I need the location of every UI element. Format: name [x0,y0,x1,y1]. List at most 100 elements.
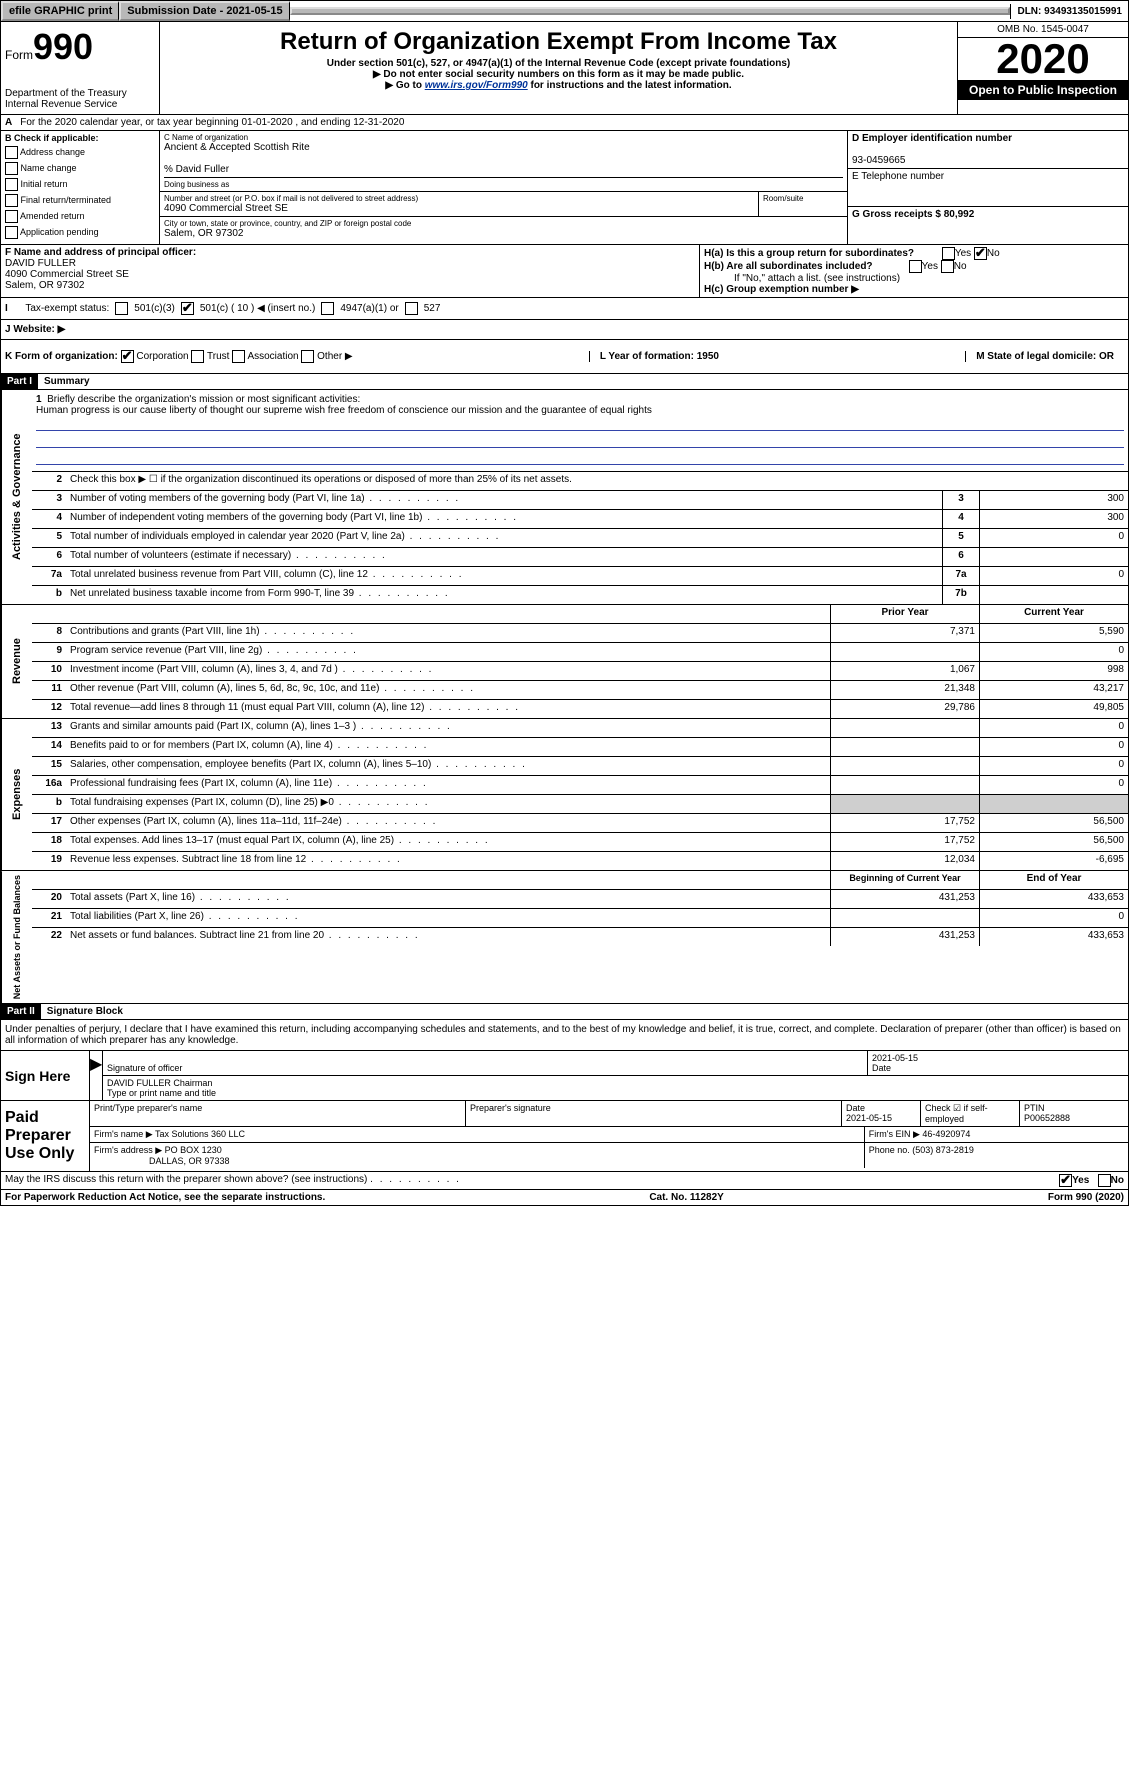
paid-preparer-label: Paid Preparer Use Only [1,1101,90,1171]
box-j: J Website: ▶ [0,320,1129,340]
box-de: D Employer identification number 93-0459… [848,131,1128,244]
box-g: G Gross receipts $ 80,992 [848,207,1128,244]
table-row: 18Total expenses. Add lines 13–17 (must … [32,833,1128,852]
revenue-section: Revenue Prior Year Current Year 8Contrib… [0,605,1129,719]
form-header: Form990 Department of the Treasury Inter… [0,22,1129,115]
part1-badge: Part I [1,374,38,389]
governance-section: Activities & Governance 1 Briefly descri… [0,390,1129,605]
sign-here-block: Sign Here ▶ Signature of officer 2021-05… [0,1051,1129,1101]
table-row: 7aTotal unrelated business revenue from … [32,567,1128,586]
table-row: 14Benefits paid to or for members (Part … [32,738,1128,757]
declaration-text: Under penalties of perjury, I declare th… [0,1020,1129,1051]
box-i: I Tax-exempt status: 501(c)(3) 501(c) ( … [0,298,1129,320]
discuss-yes-checkbox[interactable] [1059,1174,1072,1187]
table-row: 5Total number of individuals employed in… [32,529,1128,548]
governance-side-label: Activities & Governance [1,390,32,604]
top-bar: efile GRAPHIC print Submission Date - 20… [0,0,1129,22]
table-row: 19Revenue less expenses. Subtract line 1… [32,852,1128,870]
4947-checkbox[interactable] [321,302,334,315]
part1-title: Summary [38,374,96,389]
assoc-checkbox[interactable] [232,350,245,363]
efile-button[interactable]: efile GRAPHIC print [1,1,119,21]
table-row: 16aProfessional fundraising fees (Part I… [32,776,1128,795]
table-row: bTotal fundraising expenses (Part IX, co… [32,795,1128,814]
box-c: C Name of organization Ancient & Accepte… [160,131,848,244]
part1-header-row: Part I Summary [0,374,1129,390]
table-row: 9Program service revenue (Part VIII, lin… [32,643,1128,662]
sign-here-label: Sign Here [1,1051,90,1100]
dept-label: Department of the Treasury Internal Reve… [5,88,155,110]
room-label: Room/suite [763,194,843,203]
corp-checkbox[interactable] [121,350,134,363]
table-row: 21Total liabilities (Part X, line 26)0 [32,909,1128,928]
org-name-label: C Name of organization [164,133,843,142]
street-value: 4090 Commercial Street SE [164,203,754,214]
discuss-row: May the IRS discuss this return with the… [0,1172,1129,1190]
prior-year-header: Prior Year [830,605,979,623]
title-cell: Return of Organization Exempt From Incom… [160,22,957,114]
501c3-checkbox[interactable] [115,302,128,315]
table-row: 3Number of voting members of the governi… [32,491,1128,510]
irs-link[interactable]: www.irs.gov/Form990 [425,80,528,91]
revenue-side-label: Revenue [1,605,32,718]
part2-header-row: Part II Signature Block [0,1004,1129,1020]
dln-label: DLN: 93493135015991 [1010,4,1128,19]
discuss-no-checkbox[interactable] [1098,1174,1111,1187]
mission-text: Human progress is our cause liberty of t… [36,405,1124,416]
city-value: Salem, OR 97302 [164,228,843,239]
box-h: H(a) Is this a group return for subordin… [700,245,1128,297]
trust-checkbox[interactable] [191,350,204,363]
other-checkbox[interactable] [301,350,314,363]
501c-checkbox[interactable] [181,302,194,315]
netassets-side-label: Net Assets or Fund Balances [1,871,32,1003]
sign-arrow-icon: ▶ [90,1051,103,1100]
open-public-badge: Open to Public Inspection [958,80,1128,100]
end-year-header: End of Year [979,871,1128,889]
org-name: Ancient & Accepted Scottish Rite [164,142,843,153]
table-row: 8Contributions and grants (Part VIII, li… [32,624,1128,643]
address-change-checkbox[interactable] [5,146,18,159]
part2-title: Signature Block [41,1004,129,1019]
form-id-cell: Form990 Department of the Treasury Inter… [1,22,160,114]
final-return-checkbox[interactable] [5,194,18,207]
form-subtitle: Under section 501(c), 527, or 4947(a)(1)… [164,58,953,69]
table-row: 17Other expenses (Part IX, column (A), l… [32,814,1128,833]
527-checkbox[interactable] [405,302,418,315]
entity-block: B Check if applicable: Address change Na… [0,131,1129,245]
form-note2: ▶ Go to www.irs.gov/Form990 for instruct… [164,80,953,91]
year-cell: OMB No. 1545-0047 2020 Open to Public In… [957,22,1128,114]
begin-year-header: Beginning of Current Year [830,871,979,889]
line-a: AFor the 2020 calendar year, or tax year… [0,115,1129,131]
table-row: 20Total assets (Part X, line 16)431,2534… [32,890,1128,909]
expenses-section: Expenses 13Grants and similar amounts pa… [0,719,1129,871]
table-row: bNet unrelated business taxable income f… [32,586,1128,604]
submission-date-button[interactable]: Submission Date - 2021-05-15 [119,1,289,21]
dba-label: Doing business as [164,177,843,189]
box-m: M State of legal domicile: OR [965,351,1124,362]
application-pending-checkbox[interactable] [5,226,18,239]
box-f: F Name and address of principal officer:… [1,245,700,297]
name-change-checkbox[interactable] [5,162,18,175]
city-label: City or town, state or province, country… [164,219,843,228]
amended-return-checkbox[interactable] [5,210,18,223]
hb-no-checkbox[interactable] [941,260,954,273]
topbar-spacer [290,7,1011,15]
form-number: Form990 [5,26,155,68]
expenses-side-label: Expenses [1,719,32,870]
paid-preparer-block: Paid Preparer Use Only Print/Type prepar… [0,1101,1129,1172]
netassets-section: Net Assets or Fund Balances Beginning of… [0,871,1129,1004]
row-f-h: F Name and address of principal officer:… [0,245,1129,298]
hb-yes-checkbox[interactable] [909,260,922,273]
current-year-header: Current Year [979,605,1128,623]
box-b: B Check if applicable: Address change Na… [1,131,160,244]
table-row: 12Total revenue—add lines 8 through 11 (… [32,700,1128,718]
table-row: 22Net assets or fund balances. Subtract … [32,928,1128,946]
street-label: Number and street (or P.O. box if mail i… [164,194,754,203]
ha-no-checkbox[interactable] [974,247,987,260]
form-title: Return of Organization Exempt From Incom… [164,28,953,56]
initial-return-checkbox[interactable] [5,178,18,191]
ha-yes-checkbox[interactable] [942,247,955,260]
box-e: E Telephone number [848,169,1128,207]
table-row: 10Investment income (Part VIII, column (… [32,662,1128,681]
form-note1: ▶ Do not enter social security numbers o… [164,69,953,80]
